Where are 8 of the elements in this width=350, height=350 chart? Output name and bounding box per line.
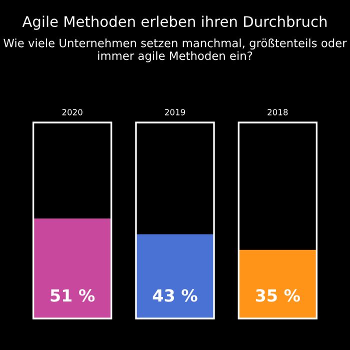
x-tick-label: 2018	[268, 109, 288, 116]
x-tick-label: 2020	[62, 109, 82, 116]
chart-title: Agile Methoden erleben ihren Durchbruch	[22, 16, 327, 30]
data-label: 35 %	[256, 289, 300, 302]
x-tick-label: 2019	[165, 109, 186, 116]
data-label: 43 %	[152, 289, 198, 302]
chart-subtitle: Wie viele Unternehmen setzen manchmal, größtenteils oder immer agile Methoden ein?	[4, 38, 347, 62]
data-label: 51 %	[50, 289, 95, 302]
